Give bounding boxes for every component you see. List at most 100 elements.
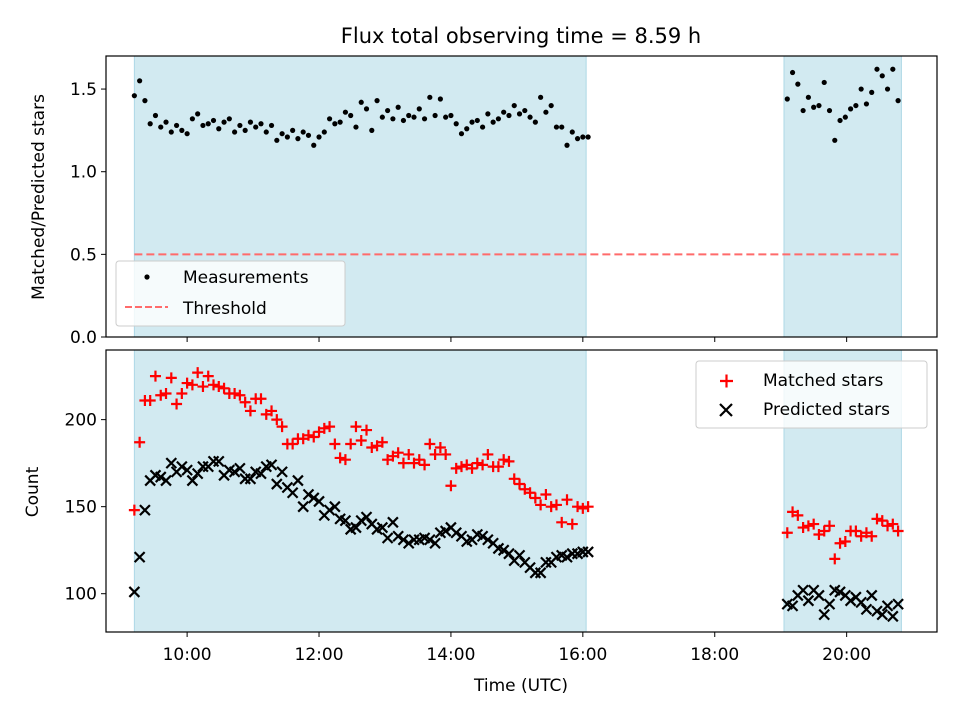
observing-intervals-bottom bbox=[133, 349, 902, 633]
measurement-point bbox=[258, 121, 264, 127]
measurement-point bbox=[816, 102, 822, 109]
shaded-interval-2 bbox=[783, 55, 902, 338]
matched-star-point bbox=[839, 535, 851, 547]
measurement-point bbox=[242, 127, 248, 133]
measurement-point bbox=[553, 124, 560, 130]
legend-measurement-marker bbox=[144, 274, 150, 280]
matched-star-point bbox=[361, 424, 373, 436]
measurement-point bbox=[332, 121, 338, 127]
matched-star-point bbox=[577, 502, 589, 514]
measurement-point bbox=[168, 129, 174, 135]
predicted-star-point bbox=[302, 488, 315, 501]
predicted-star-point bbox=[392, 530, 404, 543]
y-tick-label: 150 bbox=[65, 498, 97, 518]
measurement-point bbox=[543, 109, 549, 115]
measurement-point bbox=[569, 129, 575, 135]
matched-star-point bbox=[186, 379, 198, 391]
matched-star-point bbox=[466, 462, 478, 474]
matched-star-point bbox=[202, 370, 214, 382]
matched-star-point bbox=[165, 372, 177, 384]
measurement-point bbox=[268, 122, 275, 129]
measurement-point bbox=[789, 69, 796, 76]
measurement-point bbox=[559, 124, 565, 130]
matched-star-point bbox=[144, 394, 156, 406]
measurement-point bbox=[337, 119, 343, 125]
predicted-star-point bbox=[786, 600, 799, 612]
bottom-axis-ticks: 100 150 200 10:00 12:00 14:00 16:00 18:00 20:00 bbox=[65, 411, 872, 665]
predicted-star-point bbox=[424, 533, 436, 546]
matched-star-point bbox=[171, 398, 183, 410]
x-tick-label: 16:00 bbox=[558, 645, 607, 665]
predicted-star-point bbox=[876, 608, 889, 621]
predicted-star-point bbox=[503, 547, 515, 560]
measurement-point bbox=[232, 129, 238, 135]
measurement-point bbox=[532, 119, 538, 125]
legend-measurements-label: Measurements bbox=[183, 268, 309, 288]
measurement-point bbox=[353, 124, 359, 130]
bottom-legend: Matched stars Predicted stars bbox=[695, 360, 928, 429]
predicted-star-point bbox=[802, 594, 815, 607]
matched-star-point bbox=[887, 518, 899, 530]
measurement-point bbox=[390, 116, 396, 122]
measurement-point bbox=[137, 78, 143, 84]
predicted-star-point bbox=[160, 474, 172, 487]
measurement-point bbox=[580, 134, 586, 140]
measurement-point bbox=[821, 79, 827, 86]
matched-star-point bbox=[802, 520, 814, 532]
matched-star-point bbox=[871, 513, 883, 525]
bottom-axes-frame bbox=[105, 349, 938, 633]
matched-star-point bbox=[213, 381, 225, 393]
x-axis-label: Time (UTC) bbox=[473, 676, 568, 696]
measurement-point bbox=[585, 134, 591, 140]
matched-star-point bbox=[445, 480, 457, 492]
predicted-star-point bbox=[381, 532, 394, 544]
measurement-point bbox=[458, 131, 465, 137]
x-tick-label: 10:00 bbox=[163, 645, 212, 665]
measurement-point bbox=[564, 142, 570, 148]
matched-star-point bbox=[329, 438, 341, 450]
matched-star-point bbox=[508, 473, 520, 485]
legend-threshold-label: Threshold bbox=[182, 299, 267, 319]
measurement-point bbox=[274, 137, 280, 143]
matched-star-point bbox=[287, 438, 299, 450]
measurement-point bbox=[374, 98, 380, 104]
matched-star-point bbox=[266, 405, 278, 417]
predicted-star-point bbox=[439, 525, 452, 537]
predicted-star-point bbox=[176, 460, 188, 473]
matched-star-point bbox=[181, 377, 193, 389]
matched-star-point bbox=[823, 520, 835, 532]
matched-star-point bbox=[397, 457, 409, 469]
matched-star-point bbox=[434, 441, 446, 453]
matched-star-point bbox=[440, 448, 452, 460]
matched-star-point bbox=[792, 509, 804, 521]
top-axes-frame bbox=[105, 55, 938, 338]
matched-star-point bbox=[498, 454, 510, 466]
matched-star-point bbox=[271, 414, 283, 426]
predicted-star-point bbox=[397, 533, 410, 546]
predicted-star-point bbox=[133, 551, 146, 563]
predicted-star-point bbox=[534, 567, 547, 579]
matched-star-point bbox=[482, 448, 494, 460]
measurement-point bbox=[379, 114, 385, 120]
measurement-point bbox=[800, 107, 806, 114]
matched-star-point bbox=[403, 448, 415, 460]
measurement-point bbox=[479, 124, 486, 130]
measurement-point bbox=[205, 121, 211, 127]
measurement-point bbox=[863, 101, 870, 107]
measurement-point bbox=[400, 117, 407, 124]
chart-title: Flux total observing time = 8.59 h bbox=[341, 24, 701, 48]
matched-star-point bbox=[866, 530, 878, 542]
predicted-star-point bbox=[186, 474, 199, 487]
matched-star-point bbox=[477, 459, 489, 471]
predicted-star-point bbox=[865, 589, 878, 602]
predicted-star-point bbox=[154, 471, 167, 483]
measurement-point bbox=[848, 106, 854, 112]
measurement-point bbox=[538, 94, 544, 100]
measurement-point bbox=[195, 111, 201, 117]
predicted-star-point bbox=[402, 537, 415, 549]
legend-matched-label: Matched stars bbox=[763, 371, 883, 391]
measurement-point bbox=[279, 131, 285, 137]
matched-star-point bbox=[229, 388, 241, 400]
measurement-point bbox=[305, 132, 312, 138]
matched-star-point bbox=[239, 396, 251, 408]
